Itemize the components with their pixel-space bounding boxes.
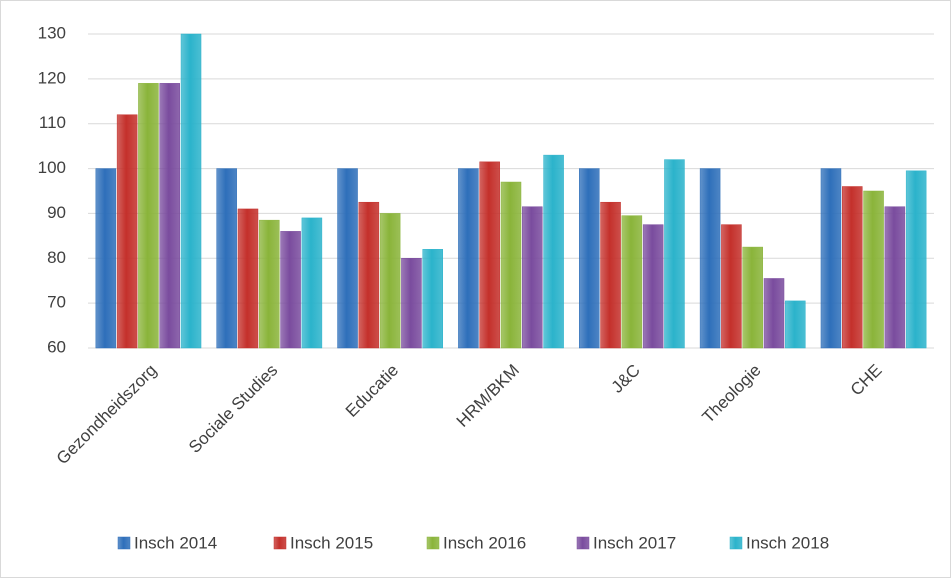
bar <box>742 246 763 349</box>
y-tick-label: 100 <box>38 158 66 177</box>
bar <box>763 278 785 349</box>
bar <box>95 168 117 349</box>
legend-swatch <box>117 536 131 550</box>
bar <box>379 213 401 349</box>
bar <box>863 190 884 349</box>
bar <box>884 206 906 349</box>
legend-label: Insch 2016 <box>443 533 526 552</box>
bar <box>422 249 443 349</box>
bar <box>579 168 600 349</box>
legend-swatch <box>729 536 743 550</box>
bar <box>820 168 842 349</box>
bar <box>138 83 159 349</box>
bar <box>664 159 685 349</box>
bar <box>479 161 500 349</box>
y-tick-label: 60 <box>47 337 66 356</box>
y-tick-label: 130 <box>38 23 66 42</box>
bar <box>500 181 522 349</box>
bar <box>842 186 863 349</box>
bar <box>337 168 358 349</box>
y-tick-label: 120 <box>38 68 66 87</box>
bar <box>600 201 621 349</box>
bar <box>458 168 479 349</box>
bar <box>159 83 180 349</box>
legend-label: Insch 2018 <box>746 533 829 552</box>
y-tick-label: 90 <box>47 203 66 222</box>
bar <box>401 258 422 349</box>
bar <box>699 168 721 349</box>
bar <box>259 219 280 349</box>
bar <box>642 224 664 349</box>
y-tick-label: 70 <box>47 293 66 312</box>
legend-swatch <box>426 536 440 550</box>
bar <box>237 208 259 349</box>
bar <box>721 224 742 349</box>
legend-label: Insch 2017 <box>593 533 676 552</box>
bar <box>116 114 138 349</box>
bar <box>280 231 301 349</box>
bar <box>358 201 380 349</box>
legend-swatch <box>576 536 590 550</box>
legend-label: Insch 2015 <box>290 533 373 552</box>
legend-swatch <box>273 536 287 550</box>
bar <box>180 33 202 349</box>
bar <box>522 206 543 349</box>
bar <box>543 154 564 349</box>
bar <box>621 215 643 349</box>
bar <box>905 170 927 349</box>
bar <box>785 300 806 349</box>
y-tick-label: 80 <box>47 248 66 267</box>
legend-label: Insch 2014 <box>134 533 217 552</box>
y-tick-label: 110 <box>39 113 66 132</box>
bar <box>301 217 323 349</box>
bar <box>216 168 237 349</box>
